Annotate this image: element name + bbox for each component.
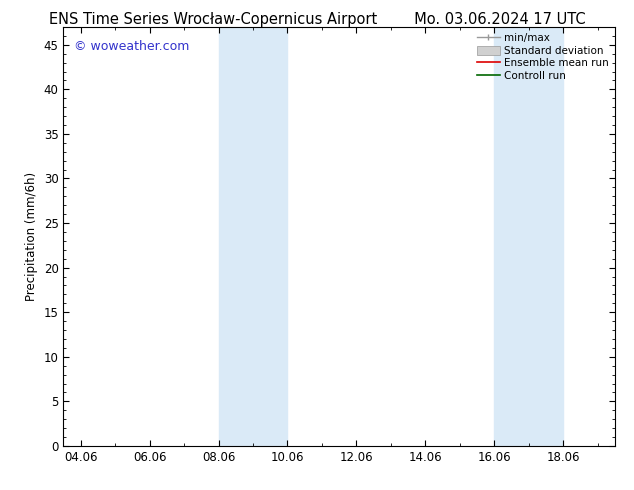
- Y-axis label: Precipitation (mm/6h): Precipitation (mm/6h): [25, 172, 38, 301]
- Bar: [495, 27, 563, 446]
- Text: ENS Time Series Wrocław-Copernicus Airport        Mo. 03.06.2024 17 UTC: ENS Time Series Wrocław-Copernicus Airpo…: [49, 12, 585, 27]
- Text: © woweather.com: © woweather.com: [74, 40, 190, 52]
- Legend: min/max, Standard deviation, Ensemble mean run, Controll run: min/max, Standard deviation, Ensemble me…: [474, 30, 612, 84]
- Bar: [219, 27, 287, 446]
